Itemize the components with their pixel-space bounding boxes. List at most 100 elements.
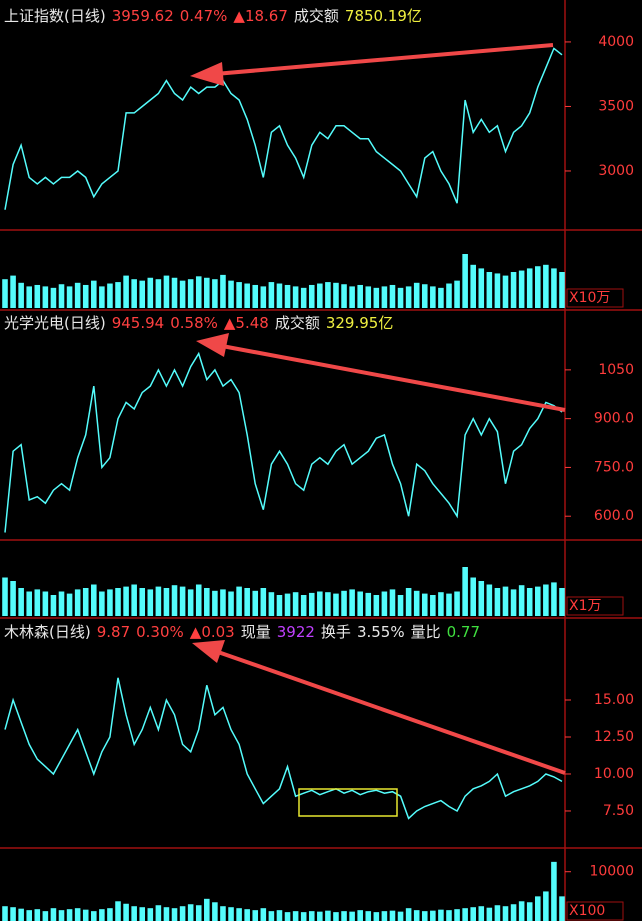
volume-bar bbox=[260, 286, 267, 308]
volume-bar bbox=[18, 588, 24, 616]
volume-bar bbox=[534, 896, 541, 921]
volume-bar bbox=[510, 272, 517, 308]
volume-bar bbox=[534, 266, 541, 308]
unit-box bbox=[566, 288, 624, 308]
volume-bar bbox=[171, 908, 178, 921]
volume-bar bbox=[502, 275, 509, 308]
header-item: 0.77 bbox=[447, 623, 480, 641]
volume-bar bbox=[559, 588, 565, 616]
y-tick-label: 4000 bbox=[598, 34, 634, 50]
volume-bar bbox=[478, 581, 485, 616]
volume-bar bbox=[365, 592, 372, 616]
volume-bar bbox=[228, 907, 234, 921]
volume-bar bbox=[389, 910, 396, 921]
volume-bar bbox=[308, 592, 315, 616]
volume-bar bbox=[502, 906, 509, 921]
volume-bar bbox=[381, 286, 388, 308]
volume-bar bbox=[107, 589, 113, 616]
highlight-box bbox=[298, 788, 398, 817]
volume-bar bbox=[195, 276, 202, 308]
volume-bar bbox=[308, 911, 315, 921]
volume-bar bbox=[163, 588, 170, 616]
volume-bar bbox=[34, 589, 41, 616]
volume-bar bbox=[58, 284, 65, 308]
volume-bar bbox=[341, 284, 347, 308]
volume-bar bbox=[220, 589, 226, 616]
volume-bar bbox=[171, 585, 178, 616]
volume-bar bbox=[446, 910, 452, 921]
volume-bar bbox=[470, 264, 476, 308]
header-item: 3922 bbox=[277, 623, 315, 641]
header-item: ▲18.67 bbox=[233, 7, 287, 25]
volume-bar bbox=[397, 911, 404, 921]
volume-bar bbox=[559, 896, 565, 921]
volume-bar bbox=[333, 282, 339, 308]
header-item: 329.95亿 bbox=[326, 314, 394, 332]
volume-bar bbox=[187, 279, 194, 308]
volume-bar bbox=[123, 586, 129, 616]
volume-bar bbox=[139, 907, 146, 921]
volume-bar bbox=[317, 591, 323, 616]
volume-bar bbox=[389, 284, 396, 308]
volume-bar bbox=[300, 595, 307, 616]
volume-bar bbox=[2, 279, 8, 308]
volume-bar bbox=[260, 588, 267, 616]
volume-bar bbox=[276, 595, 283, 616]
volume-bar bbox=[543, 891, 549, 921]
volume-bar bbox=[373, 912, 380, 921]
volume-bar bbox=[365, 286, 372, 308]
unit-box bbox=[566, 901, 624, 921]
volume-bar bbox=[486, 907, 493, 921]
header-item: 成交额 bbox=[294, 7, 339, 25]
volume-bar bbox=[212, 590, 218, 616]
volume-bar bbox=[268, 911, 275, 921]
volume-bar bbox=[357, 284, 363, 308]
volume-bar bbox=[66, 286, 73, 308]
volume-bar bbox=[284, 912, 291, 921]
unit-box bbox=[566, 596, 624, 616]
volume-bar bbox=[413, 910, 420, 921]
volume-bar bbox=[430, 286, 436, 308]
volume-bar bbox=[10, 907, 16, 921]
header-item: 0.47% bbox=[180, 7, 228, 25]
volume-bar bbox=[107, 283, 113, 308]
header-item: ▲5.48 bbox=[224, 314, 269, 332]
volume-bar bbox=[252, 284, 259, 308]
arrow bbox=[217, 650, 566, 775]
volume-bar bbox=[486, 584, 493, 616]
volume-bar bbox=[244, 283, 250, 308]
volume-bar bbox=[494, 273, 501, 308]
volume-bar bbox=[454, 909, 460, 921]
arrow bbox=[214, 43, 554, 76]
volume-bar bbox=[438, 592, 444, 616]
volume-bar bbox=[220, 274, 226, 308]
volume-bar bbox=[99, 286, 105, 308]
volume-bar bbox=[502, 586, 509, 616]
volume-bar bbox=[526, 588, 533, 616]
volume-bar bbox=[82, 588, 89, 616]
volume-bar bbox=[462, 567, 468, 616]
volume-bar bbox=[139, 280, 146, 308]
volume-bar bbox=[155, 586, 162, 616]
volume-bar bbox=[300, 287, 307, 308]
volume-bar bbox=[155, 905, 162, 921]
header-item: 7850.19亿 bbox=[345, 7, 422, 25]
volume-bar bbox=[405, 286, 412, 308]
volume-bar bbox=[228, 591, 234, 616]
header-item: 成交额 bbox=[275, 314, 320, 332]
volume-bar bbox=[2, 906, 8, 921]
volume-bar bbox=[341, 590, 347, 616]
volume-bar bbox=[518, 585, 525, 616]
arrow bbox=[221, 344, 566, 412]
volume-bar bbox=[349, 286, 355, 308]
volume-bar bbox=[438, 909, 444, 921]
volume-bar bbox=[446, 593, 452, 616]
volume-bar bbox=[405, 908, 412, 921]
volume-bar bbox=[236, 908, 242, 921]
volume-bar bbox=[300, 912, 307, 921]
volume-bar bbox=[510, 589, 517, 616]
volume-bar bbox=[478, 268, 485, 308]
arrow-head bbox=[196, 333, 229, 357]
volume-bar bbox=[244, 588, 250, 616]
